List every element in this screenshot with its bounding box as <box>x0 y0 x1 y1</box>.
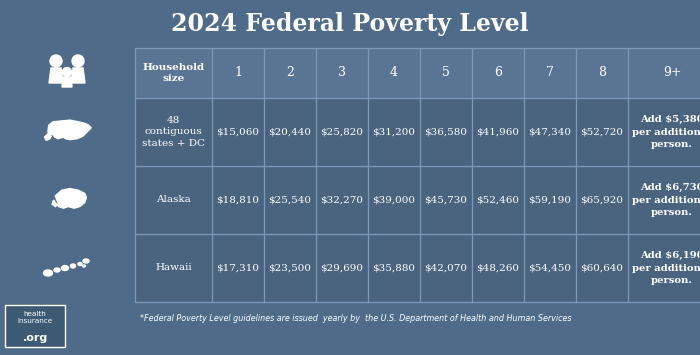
Text: 7: 7 <box>546 66 554 80</box>
Text: Add $5,380
per additional
person.: Add $5,380 per additional person. <box>632 115 700 149</box>
Polygon shape <box>49 68 63 83</box>
Text: $29,690: $29,690 <box>321 263 363 273</box>
Text: $39,000: $39,000 <box>372 196 416 204</box>
Text: $54,450: $54,450 <box>528 263 571 273</box>
Text: $52,720: $52,720 <box>580 127 624 137</box>
Text: $18,810: $18,810 <box>216 196 260 204</box>
Ellipse shape <box>43 270 52 276</box>
Text: 9+: 9+ <box>663 66 681 80</box>
Text: $42,070: $42,070 <box>424 263 468 273</box>
Polygon shape <box>71 68 85 83</box>
Text: $17,310: $17,310 <box>216 263 260 273</box>
Ellipse shape <box>83 265 85 267</box>
Text: Add $6,730
per additional
person.: Add $6,730 per additional person. <box>632 183 700 217</box>
Text: $23,500: $23,500 <box>269 263 312 273</box>
Text: 2024 Federal Poverty Level: 2024 Federal Poverty Level <box>172 12 528 36</box>
Bar <box>135 166 700 234</box>
Polygon shape <box>48 120 91 140</box>
Text: $59,190: $59,190 <box>528 196 571 204</box>
Text: $47,340: $47,340 <box>528 127 571 137</box>
Bar <box>135 98 700 166</box>
Text: 6: 6 <box>494 66 502 80</box>
Text: 2: 2 <box>286 66 294 80</box>
Text: $20,440: $20,440 <box>269 127 312 137</box>
Text: $31,200: $31,200 <box>372 127 416 137</box>
Circle shape <box>50 55 62 67</box>
Text: health
insurance: health insurance <box>18 311 52 324</box>
Ellipse shape <box>71 264 76 268</box>
Text: $52,460: $52,460 <box>477 196 519 204</box>
Text: 48
contiguous
states + DC: 48 contiguous states + DC <box>142 116 205 148</box>
Text: $25,820: $25,820 <box>321 127 363 137</box>
Polygon shape <box>52 189 86 208</box>
Text: 8: 8 <box>598 66 606 80</box>
Ellipse shape <box>78 262 82 266</box>
Text: .org: .org <box>22 333 48 343</box>
Ellipse shape <box>83 259 89 263</box>
Text: $45,730: $45,730 <box>424 196 468 204</box>
Text: $60,640: $60,640 <box>580 263 624 273</box>
Text: 4: 4 <box>390 66 398 80</box>
Text: $41,960: $41,960 <box>477 127 519 137</box>
Text: Household
size: Household size <box>142 62 204 83</box>
Text: $25,540: $25,540 <box>269 196 312 204</box>
Text: $32,270: $32,270 <box>321 196 363 204</box>
Circle shape <box>72 55 84 67</box>
Text: $48,260: $48,260 <box>477 263 519 273</box>
Text: 3: 3 <box>338 66 346 80</box>
Polygon shape <box>62 77 72 87</box>
Ellipse shape <box>62 266 69 271</box>
Bar <box>135 48 700 98</box>
Bar <box>135 234 700 302</box>
Text: *Federal Poverty Level guidelines are issued  yearly by  the U.S. Department of : *Federal Poverty Level guidelines are is… <box>140 314 571 323</box>
Polygon shape <box>45 134 51 141</box>
Bar <box>5 305 65 347</box>
Text: 5: 5 <box>442 66 450 80</box>
Text: Alaska: Alaska <box>156 196 191 204</box>
Text: Add $6,190
per additional
person.: Add $6,190 per additional person. <box>632 251 700 285</box>
Text: $15,060: $15,060 <box>216 127 260 137</box>
Circle shape <box>62 67 71 76</box>
Text: Hawaii: Hawaii <box>155 263 192 273</box>
Text: 1: 1 <box>234 66 242 80</box>
Text: $36,580: $36,580 <box>424 127 468 137</box>
Text: $35,880: $35,880 <box>372 263 416 273</box>
Text: $65,920: $65,920 <box>580 196 624 204</box>
Ellipse shape <box>54 268 60 272</box>
